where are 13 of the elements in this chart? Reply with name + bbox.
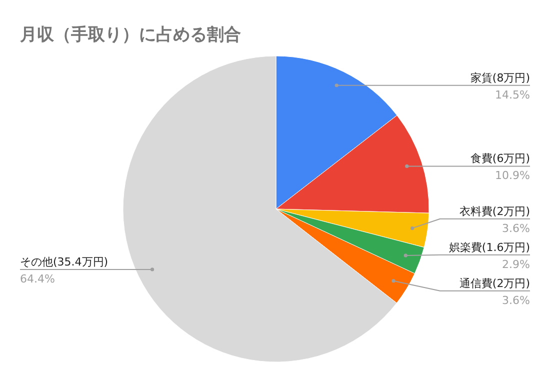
data-label: 64.4% — [20, 272, 55, 286]
slice-label: その他(35.4万円) — [20, 255, 108, 268]
data-label: 3.6% — [502, 222, 530, 235]
slice-label: 衣料費(2万円) — [459, 204, 530, 218]
data-label: 2.9% — [502, 258, 530, 271]
data-label: 14.5% — [495, 88, 530, 102]
slice-label: 家賃(8万円) — [470, 71, 530, 84]
slice-label: 娯楽費(1.6万円) — [448, 240, 530, 254]
data-label: 10.9% — [495, 169, 530, 182]
slice-label: 食費(6万円) — [470, 152, 530, 166]
data-label: 3.6% — [502, 294, 530, 307]
chart-title: 月収（手取り）に占める割合 — [19, 25, 241, 45]
slice-label: 通信費(2万円) — [459, 276, 530, 290]
